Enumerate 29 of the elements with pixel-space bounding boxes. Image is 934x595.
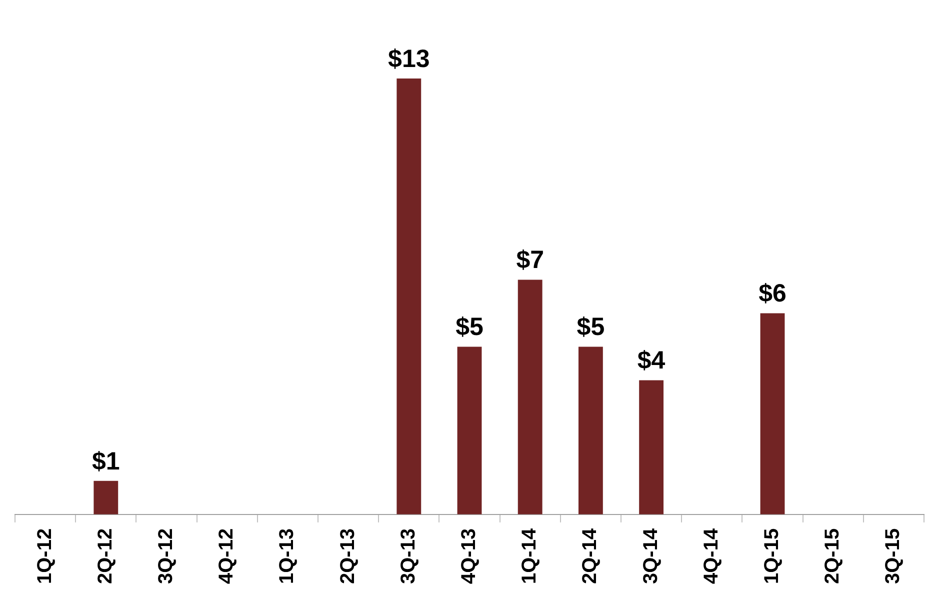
data-label: $6 [758,280,786,308]
x-tick-label: 4Q-14 [700,528,722,584]
data-label: $7 [516,246,544,274]
data-label: $5 [456,313,484,342]
x-tick-label: 1Q-14 [518,528,541,584]
x-tick-label: 1Q-15 [761,528,784,584]
x-tick-label: 2Q-12 [94,528,116,584]
x-tick-label: 3Q-15 [882,528,904,584]
x-tick-label: 4Q-12 [216,528,238,584]
data-label: $4 [637,346,666,375]
bar [396,78,422,514]
bar [94,480,118,514]
data-label: $1 [92,447,120,476]
data-label: $5 [576,313,605,342]
bar [457,346,482,514]
bar [518,280,542,514]
x-tick-label: 3Q-13 [397,528,420,584]
data-label: $13 [388,44,430,73]
bar [760,313,785,514]
x-tick-label: 3Q-14 [640,528,662,584]
x-tick-label: 2Q-13 [336,528,359,584]
x-tick-label: 1Q-12 [34,528,56,584]
x-tick-label: 1Q-13 [276,528,298,584]
x-tick-label: 3Q-12 [155,528,178,584]
bar [639,380,664,514]
x-tick-label: 2Q-14 [579,528,602,584]
bar [578,346,603,514]
x-tick-label: 2Q-15 [822,528,844,584]
x-tick-label: 4Q-13 [458,528,480,584]
